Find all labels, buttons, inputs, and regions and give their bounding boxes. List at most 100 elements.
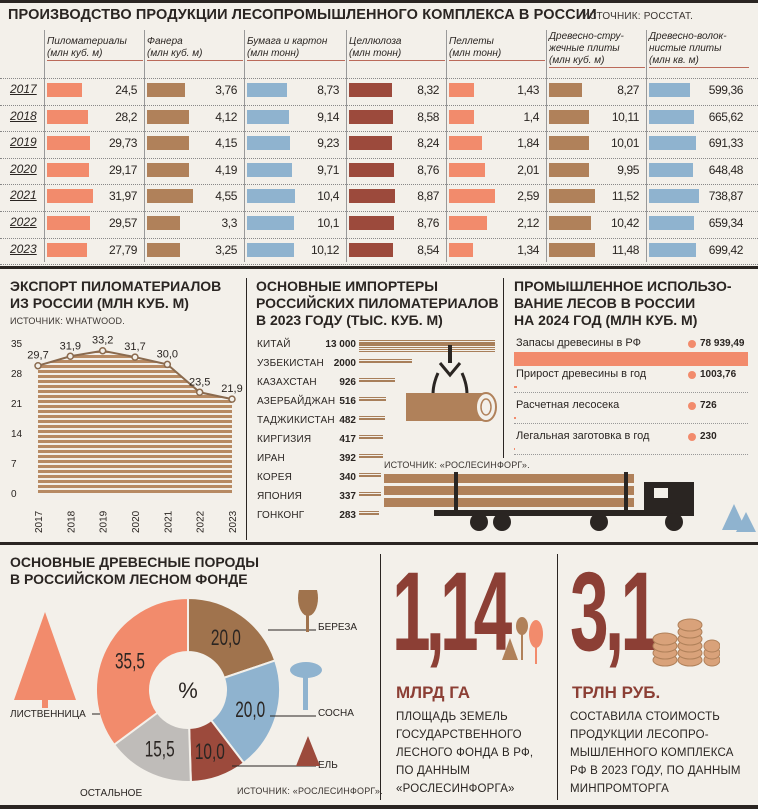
pie-value: 15,5: [145, 738, 175, 762]
production-bar: [247, 136, 290, 151]
export-year-label: 2019: [99, 510, 110, 533]
production-bar: [47, 189, 93, 204]
forest-category: Расчетная лесосека: [516, 399, 620, 411]
production-bar: [47, 109, 88, 124]
production-bar: [247, 162, 292, 177]
production-value: 3,25: [215, 242, 237, 257]
export-value: 29,7: [27, 350, 48, 362]
importer-bar: [359, 475, 381, 477]
year-label: 2018: [10, 108, 37, 123]
production-value: 9,95: [617, 162, 639, 177]
production-value: 10,11: [611, 109, 640, 124]
production-bar: [549, 242, 595, 257]
export-point: [66, 352, 75, 361]
export-value: 31,7: [124, 341, 145, 353]
importer-name: КОРЕЯ: [257, 472, 293, 483]
export-value: 23,5: [189, 376, 210, 388]
production-value: 31,97: [108, 189, 137, 204]
column-header-unit: (млн кв. м): [649, 55, 699, 66]
export-point: [98, 346, 107, 355]
production-bar: [449, 83, 475, 97]
production-bar: [449, 242, 473, 257]
column-divider: [646, 30, 647, 262]
source-top: ИСТОЧНИК: РОССТАТ.: [582, 11, 694, 22]
export-value: 31,9: [60, 340, 81, 352]
production-value: 2,59: [517, 189, 539, 204]
importer-bar: [359, 416, 386, 418]
production-bar: [349, 162, 395, 177]
production-value: 8,32: [417, 83, 439, 97]
importer-bar: [359, 361, 413, 363]
production-value: 1,84: [517, 136, 539, 151]
export-value: 21,9: [221, 383, 242, 395]
export-title-1: ЭКСПОРТ ПИЛОМАТЕРИАЛОВ: [10, 278, 222, 294]
row-divider: [0, 237, 758, 240]
export-point: [34, 361, 42, 370]
production-value: 2,01: [517, 162, 539, 177]
forest-category: Запасы древесины в РФ: [516, 337, 641, 349]
production-value: 29,57: [108, 216, 137, 230]
column-header-text: Целлюлоза: [349, 36, 402, 47]
importer-value: 2000: [333, 358, 356, 369]
export-value: 30,0: [157, 348, 178, 360]
year-label: 2022: [10, 215, 37, 229]
production-bar: [349, 83, 393, 97]
page-title: ПРОИЗВОДСТВО ПРОДУКЦИИ ЛЕСОПРОМЫШЛЕННОГО…: [8, 7, 597, 23]
production-value: 10,1: [317, 216, 339, 230]
row-divider: [0, 131, 758, 133]
importer-value: 926: [339, 377, 356, 388]
importer-bar: [359, 435, 384, 437]
production-value: 8,54: [417, 242, 439, 257]
production-bar: [449, 109, 474, 124]
forest-category: Легальная заготовка в год: [516, 430, 650, 442]
production-value: 9,23: [317, 136, 339, 151]
production-bar: [549, 216, 591, 230]
importer-name: КАЗАХСТАН: [257, 377, 317, 388]
divider-v3: [380, 554, 381, 800]
importer-bar: [359, 359, 413, 361]
importer-name: ГОНКОНГ: [257, 510, 305, 521]
importer-name: ТАДЖИКИСТАН: [257, 415, 335, 426]
importer-bar: [359, 351, 495, 353]
stat-description-line: ПО ДАННЫМ: [396, 765, 471, 777]
pie-value: 20,0: [211, 627, 241, 651]
column-header: Целлюлоза (млн тонн): [349, 36, 445, 61]
pie-label-spruce: ЕЛЬ: [318, 760, 338, 771]
column-header-unit: (млн куб. м): [47, 48, 103, 59]
production-value: 8,27: [617, 83, 639, 97]
importer-value: 417: [339, 434, 356, 445]
importers-title-3: В 2023 ГОДУ (ТЫС. КУБ. М): [256, 312, 443, 328]
importer-bar: [359, 380, 396, 382]
production-bar: [147, 109, 189, 124]
spruce-tree-icon: [296, 736, 320, 766]
species-source: ИСТОЧНИК: «РОСЛЕСИНФОРГ».: [237, 786, 383, 796]
production-bar: [247, 216, 294, 230]
production-bar: [349, 109, 394, 124]
importer-value: 13 000: [325, 339, 356, 350]
production-bar: [649, 162, 693, 177]
forest-category: Прирост древесины в год: [516, 368, 647, 380]
production-value: 599,36: [708, 83, 744, 97]
production-value: 4,55: [215, 189, 237, 204]
production-bar: [147, 83, 185, 97]
export-point: [131, 353, 139, 361]
importer-bar: [359, 342, 495, 344]
row-divider: [0, 264, 758, 266]
production-value: 2,12: [517, 216, 539, 230]
column-divider: [44, 30, 45, 262]
importer-name: ЯПОНИЯ: [257, 491, 303, 502]
importer-bar: [359, 513, 380, 515]
production-bar: [147, 136, 189, 151]
production-value: 8,58: [417, 109, 439, 124]
importer-bar: [359, 454, 383, 456]
production-value: 3,3: [221, 216, 238, 230]
column-divider: [446, 30, 447, 262]
trees-icon: [502, 617, 543, 664]
forest-dot: [688, 340, 696, 348]
forest-rule: [514, 454, 748, 455]
column-header-unit: (млн тонн): [247, 48, 300, 59]
importers-source: ИСТОЧНИК: «РОСЛЕСИНФОРГ».: [384, 460, 530, 470]
column-header: Древесно-стру-жечные плиты (млн куб. м): [549, 31, 645, 68]
production-value: 29,17: [108, 162, 137, 177]
year-label: 2021: [10, 188, 37, 203]
